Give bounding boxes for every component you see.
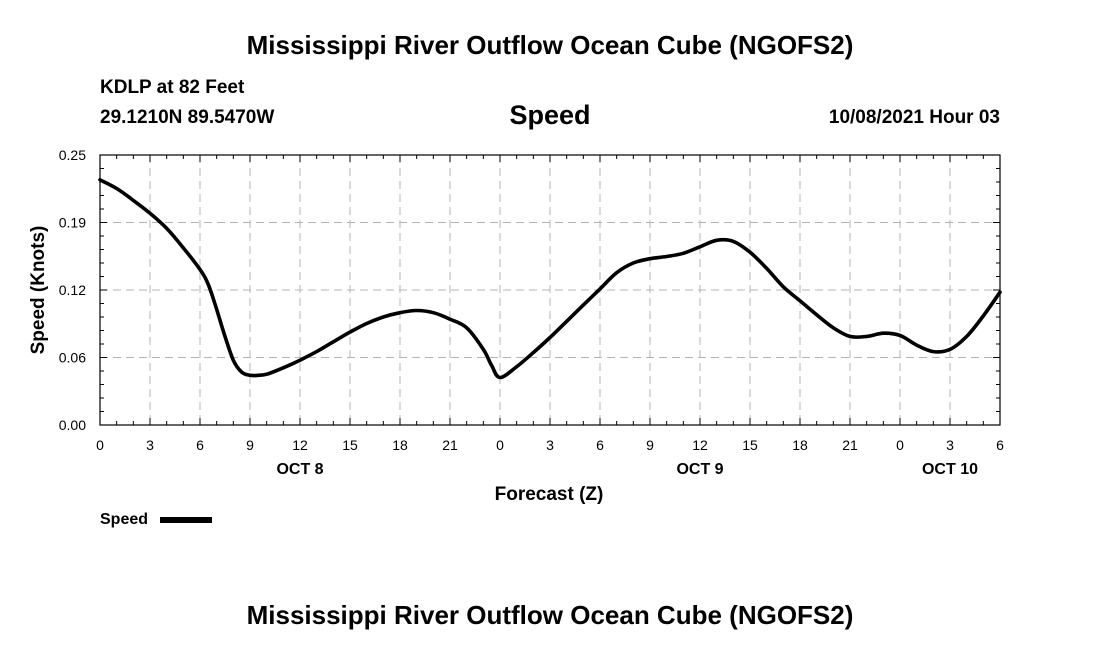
- y-tick-label: 0.25: [59, 147, 86, 163]
- x-tick-label: 21: [842, 437, 858, 453]
- x-tick-label: 21: [442, 437, 458, 453]
- x-tick-label: 9: [246, 437, 254, 453]
- x-tick-label: 12: [292, 437, 308, 453]
- x-tick-label: 0: [496, 437, 504, 453]
- x-tick-label: 18: [392, 437, 408, 453]
- x-tick-label: 3: [146, 437, 154, 453]
- y-tick-label: 0.06: [59, 350, 86, 366]
- y-tick-label: 0.00: [59, 417, 86, 433]
- x-tick-label: 3: [546, 437, 554, 453]
- footer-title: Mississippi River Outflow Ocean Cube (NG…: [246, 600, 854, 630]
- day-label: OCT 10: [922, 461, 978, 478]
- variable-title: Speed: [509, 100, 591, 130]
- axis-labels: 0 3 6 9 12 15 18 21 0 3 6 9 12 15 18 21 0 3 6 0.00 0.06 0.12 0…: [59, 147, 1004, 478]
- y-axis-title: Speed (Knots): [28, 226, 49, 355]
- x-tick-label: 15: [342, 437, 358, 453]
- legend-line-swatch: [160, 517, 212, 523]
- x-tick-label: 12: [692, 437, 708, 453]
- y-tick-label: 0.19: [59, 215, 86, 231]
- plot-frame: [99, 154, 1001, 426]
- day-label: OCT 9: [676, 461, 723, 478]
- x-tick-label: 15: [742, 437, 758, 453]
- chart-title: Mississippi River Outflow Ocean Cube (NG…: [246, 30, 854, 60]
- x-tick-label: 6: [596, 437, 604, 453]
- y-tick-label: 0.12: [59, 282, 86, 298]
- grid-lines: [100, 155, 1000, 425]
- x-tick-label: 0: [896, 437, 904, 453]
- legend-label: Speed: [100, 511, 148, 528]
- x-tick-label: 0: [96, 437, 104, 453]
- station-label: KDLP at 82 Feet: [100, 77, 245, 98]
- x-axis-title: Forecast (Z): [495, 484, 604, 505]
- x-tick-label: 18: [792, 437, 808, 453]
- x-tick-label: 6: [996, 437, 1004, 453]
- forecast-datetime: 10/08/2021 Hour 03: [828, 107, 1000, 128]
- x-tick-label: 6: [196, 437, 204, 453]
- speed-series-line: [98, 178, 1002, 380]
- x-tick-label: 9: [646, 437, 654, 453]
- station-coordinates: 29.1210N 89.5470W: [100, 107, 275, 128]
- x-tick-label: 3: [946, 437, 954, 453]
- day-label: OCT 8: [276, 461, 323, 478]
